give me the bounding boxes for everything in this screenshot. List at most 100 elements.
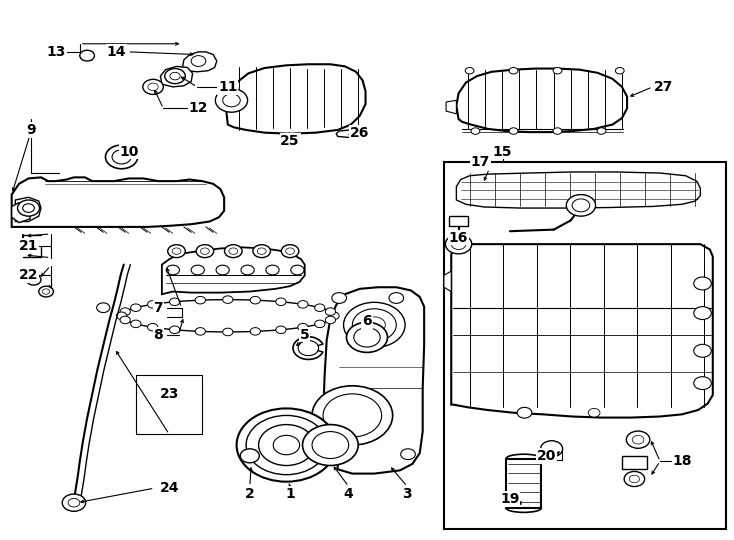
- Circle shape: [541, 441, 562, 457]
- Bar: [542, 450, 562, 460]
- Text: 10: 10: [119, 145, 139, 159]
- Circle shape: [258, 248, 266, 254]
- Circle shape: [68, 498, 80, 507]
- Circle shape: [286, 248, 294, 254]
- Text: 19: 19: [500, 492, 520, 506]
- Polygon shape: [444, 271, 451, 292]
- Text: 7: 7: [153, 301, 163, 315]
- Circle shape: [471, 128, 480, 134]
- Circle shape: [250, 328, 261, 335]
- Circle shape: [30, 277, 37, 282]
- Circle shape: [325, 308, 335, 315]
- Circle shape: [39, 286, 54, 297]
- Circle shape: [170, 298, 180, 306]
- Circle shape: [222, 296, 233, 303]
- Text: 26: 26: [350, 126, 369, 140]
- Circle shape: [451, 239, 466, 249]
- Circle shape: [195, 328, 206, 335]
- Circle shape: [298, 323, 308, 331]
- Circle shape: [191, 265, 204, 275]
- Text: 9: 9: [26, 123, 36, 137]
- Circle shape: [281, 245, 299, 258]
- Circle shape: [236, 408, 336, 482]
- Text: 27: 27: [654, 80, 673, 94]
- Circle shape: [23, 204, 34, 212]
- Circle shape: [302, 424, 358, 465]
- Circle shape: [315, 304, 325, 312]
- Circle shape: [509, 128, 518, 134]
- Circle shape: [241, 265, 254, 275]
- Circle shape: [354, 328, 380, 347]
- Circle shape: [298, 301, 308, 308]
- Circle shape: [250, 296, 261, 304]
- Bar: [622, 456, 647, 469]
- Circle shape: [566, 194, 595, 216]
- Text: 23: 23: [159, 387, 179, 401]
- Circle shape: [694, 345, 711, 357]
- Circle shape: [216, 265, 229, 275]
- Text: 14: 14: [106, 45, 126, 59]
- Text: 2: 2: [245, 487, 255, 501]
- Circle shape: [276, 298, 286, 306]
- Circle shape: [200, 248, 209, 254]
- Text: 3: 3: [402, 487, 412, 501]
- Circle shape: [329, 312, 339, 320]
- Circle shape: [195, 296, 206, 304]
- Circle shape: [553, 128, 562, 134]
- Circle shape: [332, 293, 346, 303]
- Polygon shape: [457, 69, 627, 132]
- Polygon shape: [457, 172, 700, 208]
- Circle shape: [131, 304, 141, 312]
- Circle shape: [62, 494, 86, 511]
- Polygon shape: [451, 244, 713, 417]
- Polygon shape: [182, 52, 217, 72]
- Circle shape: [165, 69, 185, 84]
- Circle shape: [363, 317, 385, 333]
- Circle shape: [168, 245, 185, 258]
- Polygon shape: [12, 177, 224, 227]
- Circle shape: [694, 376, 711, 389]
- Circle shape: [196, 245, 214, 258]
- Circle shape: [222, 94, 240, 107]
- Circle shape: [588, 408, 600, 417]
- Circle shape: [694, 277, 711, 290]
- Circle shape: [170, 326, 180, 334]
- Circle shape: [148, 323, 158, 331]
- Circle shape: [446, 234, 472, 254]
- Bar: [137, 375, 202, 434]
- Circle shape: [26, 274, 41, 285]
- Circle shape: [273, 435, 299, 455]
- Circle shape: [112, 150, 131, 164]
- Circle shape: [215, 89, 247, 112]
- Circle shape: [312, 431, 349, 458]
- Text: 15: 15: [493, 145, 512, 159]
- Circle shape: [43, 289, 50, 294]
- Circle shape: [553, 68, 562, 74]
- Circle shape: [120, 308, 131, 315]
- Text: 24: 24: [159, 481, 179, 495]
- Text: 20: 20: [537, 449, 556, 463]
- Text: 4: 4: [344, 487, 354, 501]
- Circle shape: [325, 316, 335, 324]
- Circle shape: [352, 309, 396, 341]
- Circle shape: [624, 471, 644, 487]
- Text: 18: 18: [672, 454, 691, 468]
- Circle shape: [346, 322, 388, 353]
- Circle shape: [389, 293, 404, 303]
- Circle shape: [517, 407, 532, 418]
- Circle shape: [191, 56, 206, 66]
- Bar: [444, 163, 726, 529]
- Circle shape: [626, 431, 650, 448]
- Circle shape: [694, 307, 711, 320]
- Circle shape: [80, 50, 95, 61]
- Circle shape: [167, 265, 179, 275]
- Circle shape: [509, 68, 518, 74]
- Text: 5: 5: [300, 328, 310, 342]
- Circle shape: [97, 303, 110, 313]
- Text: 1: 1: [286, 487, 295, 501]
- Circle shape: [120, 316, 131, 324]
- Circle shape: [143, 79, 164, 94]
- Circle shape: [253, 245, 270, 258]
- Polygon shape: [446, 100, 457, 114]
- Polygon shape: [15, 197, 41, 221]
